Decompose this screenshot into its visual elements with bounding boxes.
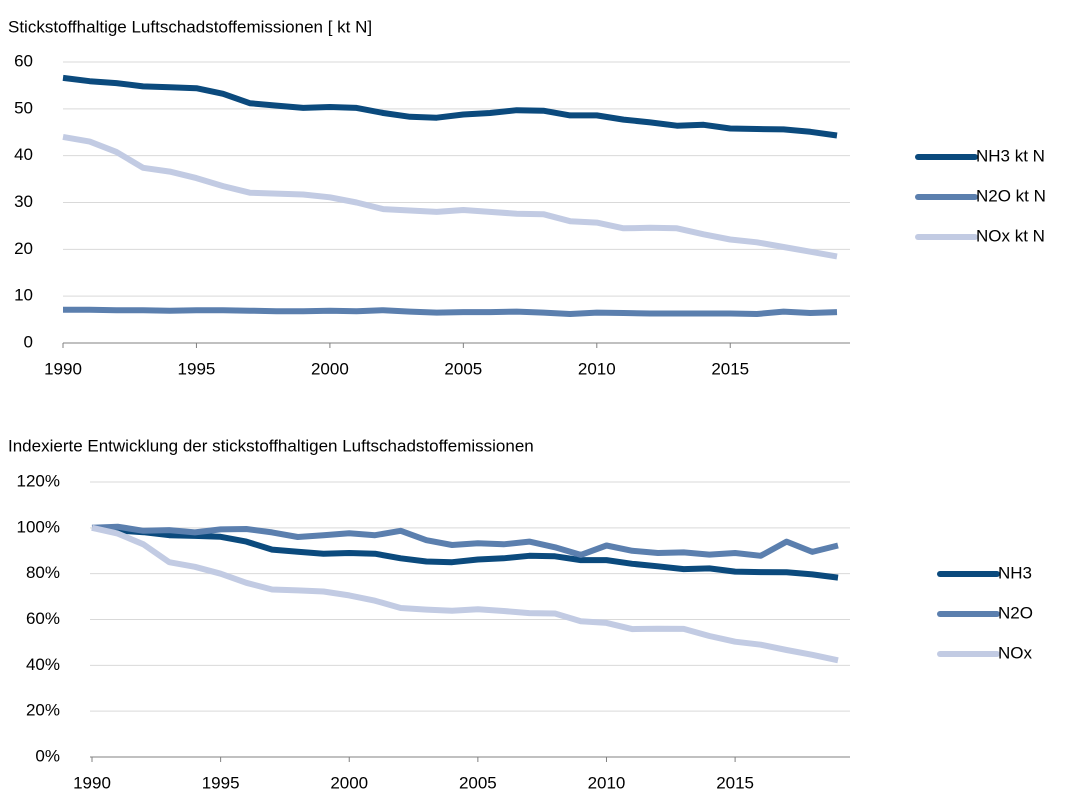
x-tick-label: 2005: [459, 773, 497, 792]
x-tick-label: 1995: [202, 773, 240, 792]
y-tick-label: 20: [14, 239, 33, 258]
legend-label: NH3 kt N: [976, 146, 1045, 165]
legend-label: N2O kt N: [976, 186, 1046, 205]
x-tick-label: 2010: [578, 359, 616, 378]
y-tick-label: 10: [14, 286, 33, 305]
x-tick-label: 2015: [716, 773, 754, 792]
data-line: [91, 524, 839, 664]
y-tick-label: 100%: [17, 517, 60, 536]
y-tick-label: 60%: [26, 609, 60, 628]
legend-label: N2O: [998, 603, 1033, 622]
x-tick-label: 2005: [444, 359, 482, 378]
legend-label: NOx: [998, 643, 1033, 662]
x-tick-label: 2000: [311, 359, 349, 378]
y-tick-label: 80%: [26, 563, 60, 582]
y-tick-label: 0: [24, 332, 33, 351]
x-tick-label: 2015: [711, 359, 749, 378]
x-tick-label: 2000: [330, 773, 368, 792]
y-tick-label: 30: [14, 192, 33, 211]
data-line: [91, 524, 839, 581]
legend-label: NOx kt N: [976, 226, 1045, 245]
data-line: [62, 74, 838, 139]
chart-title: Stickstoffhaltige Luftschadstoffemission…: [8, 17, 372, 36]
y-tick-label: 60: [14, 51, 33, 70]
data-line: [62, 133, 838, 260]
y-tick-label: 40%: [26, 655, 60, 674]
y-tick-label: 20%: [26, 701, 60, 720]
data-line: [91, 523, 839, 559]
data-line: [63, 306, 838, 317]
y-tick-label: 0%: [35, 746, 60, 765]
x-tick-label: 2010: [588, 773, 626, 792]
y-tick-label: 50: [14, 98, 33, 117]
legend-label: NH3: [998, 563, 1032, 582]
y-tick-label: 120%: [17, 471, 60, 490]
chart-title: Indexierte Entwicklung der stickstoffhal…: [8, 436, 534, 455]
x-tick-label: 1995: [178, 359, 216, 378]
y-tick-label: 40: [14, 145, 33, 164]
x-tick-label: 1990: [73, 773, 111, 792]
x-tick-label: 1990: [44, 359, 82, 378]
